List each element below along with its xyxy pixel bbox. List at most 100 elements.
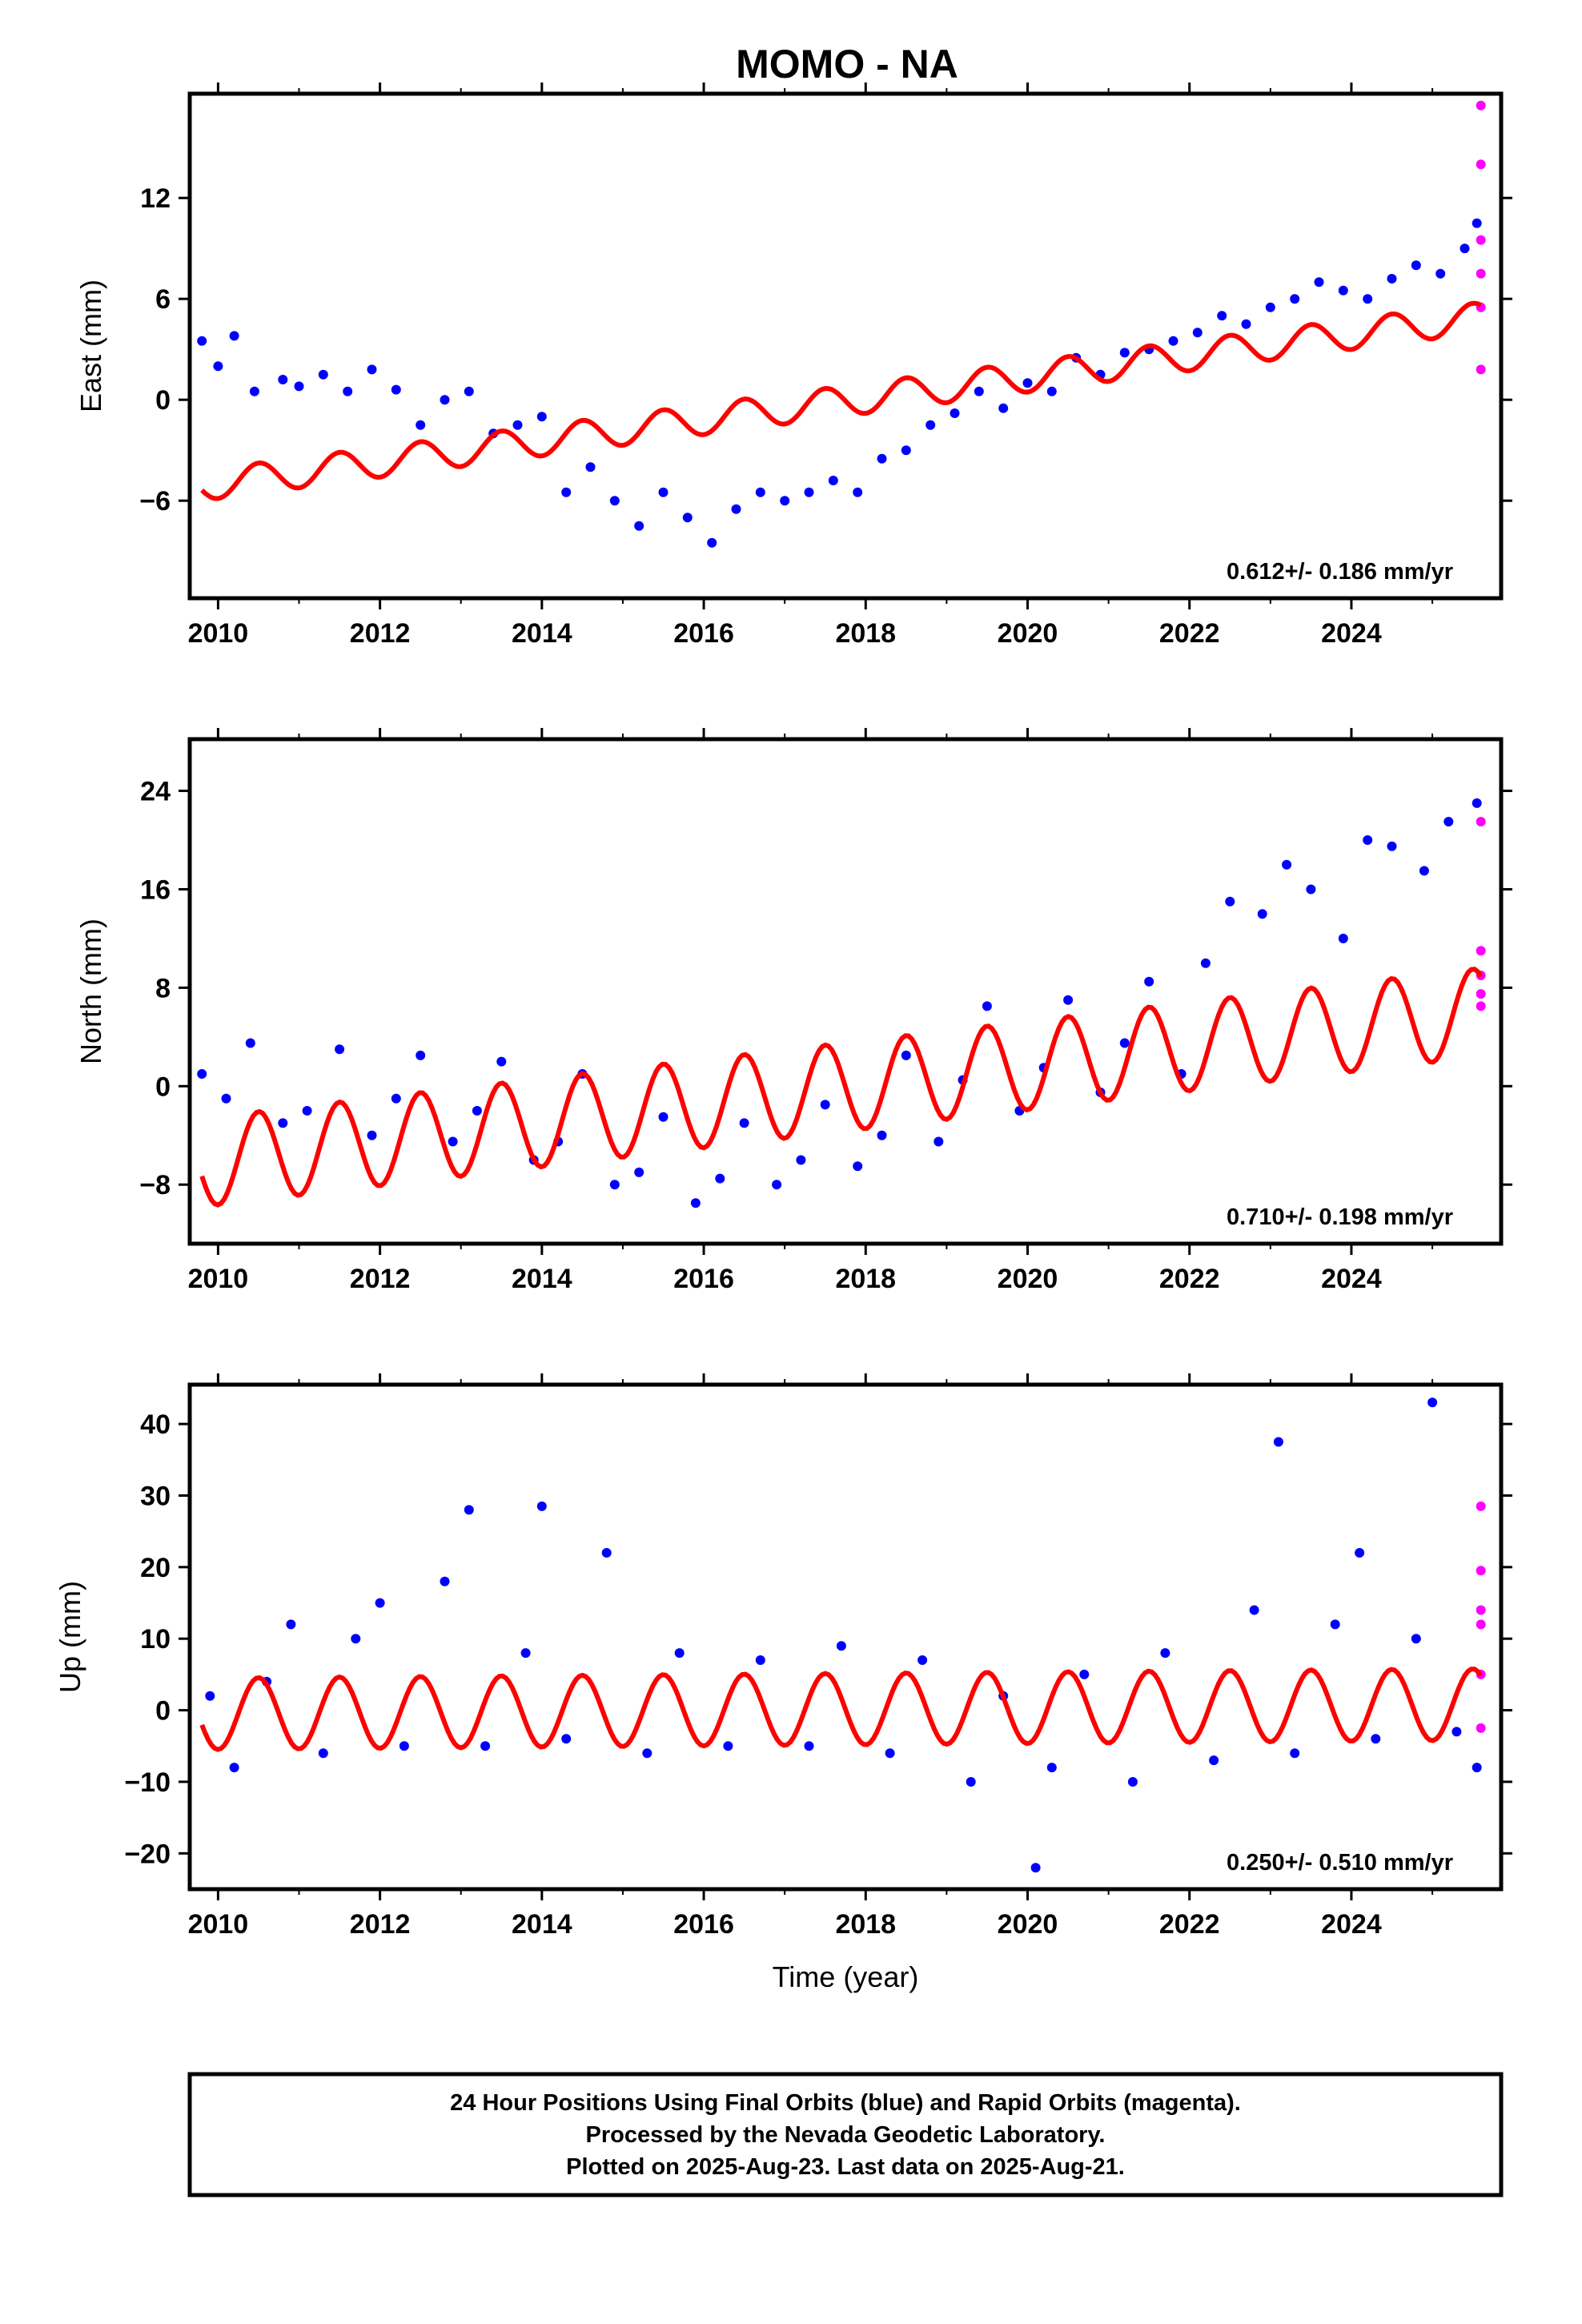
data-point xyxy=(731,504,741,514)
y-axis-label: North (mm) xyxy=(74,919,107,1064)
data-point xyxy=(318,369,328,380)
data-point xyxy=(367,364,377,375)
data-point xyxy=(536,1501,547,1511)
data-point xyxy=(399,1741,409,1751)
x-tick-label: 2024 xyxy=(1321,1909,1382,1940)
data-point xyxy=(391,384,401,395)
y-tick-label: −6 xyxy=(139,486,171,517)
x-tick-label: 2012 xyxy=(350,1264,411,1294)
data-point xyxy=(1476,1001,1486,1011)
data-point xyxy=(1217,311,1227,321)
series-2 xyxy=(1476,817,1486,1011)
data-point xyxy=(853,1161,863,1172)
data-point xyxy=(464,1505,474,1515)
data-point xyxy=(1306,884,1316,895)
x-axis-label: Time (year) xyxy=(773,1960,919,1993)
data-point xyxy=(1119,1038,1130,1048)
data-point xyxy=(1476,1605,1486,1615)
data-point xyxy=(1387,841,1397,851)
x-tick-label: 2014 xyxy=(512,618,572,649)
panel-2: 2010 2012 2014 2016 2018 2020 2022 2024 −8 0 8 16 24… xyxy=(74,728,1512,1294)
y-axis-label: Up (mm) xyxy=(54,1581,86,1693)
data-point xyxy=(1249,1605,1259,1615)
plot-frame xyxy=(187,91,1504,601)
data-point xyxy=(294,381,304,392)
data-point xyxy=(472,1106,482,1116)
data-point xyxy=(690,1198,701,1208)
x-tick-label: 2014 xyxy=(512,1264,572,1294)
data-point xyxy=(1282,859,1292,870)
x-tick-label: 2020 xyxy=(998,1264,1058,1294)
x-tick-label: 2016 xyxy=(673,1909,734,1940)
y-tick-label: 24 xyxy=(140,777,171,807)
data-point xyxy=(780,496,790,506)
panel-1: 2010 2012 2014 2016 2018 2020 2022 2024 −6 0 6 12 Ea… xyxy=(74,82,1512,649)
data-point xyxy=(1363,294,1373,304)
data-point xyxy=(836,1641,846,1651)
data-point xyxy=(755,1655,765,1665)
plot-frame xyxy=(187,1382,1504,1892)
data-point xyxy=(335,1044,345,1055)
y-tick-label: 16 xyxy=(140,875,171,905)
data-point xyxy=(1476,268,1486,279)
y-axis-label: East (mm) xyxy=(74,279,107,412)
data-point xyxy=(197,1069,207,1079)
data-point xyxy=(634,1167,644,1177)
data-point xyxy=(1063,995,1074,1005)
data-point xyxy=(1119,348,1130,358)
data-point xyxy=(1160,1648,1170,1659)
data-point xyxy=(464,386,474,396)
data-point xyxy=(950,408,960,418)
y-tick-label: 8 xyxy=(155,973,171,1003)
data-point xyxy=(682,513,693,523)
x-tick-label: 2012 xyxy=(350,1909,411,1940)
data-point xyxy=(901,1050,911,1060)
data-point xyxy=(1387,274,1397,283)
series-1 xyxy=(205,1397,1482,1873)
data-point xyxy=(1476,1566,1486,1576)
data-point xyxy=(1476,1619,1486,1630)
panel-3: 2010 2012 2014 2016 2018 2020 2022 2024 −20 −10 0 1… xyxy=(54,1373,1512,1993)
x-tick-label: 2018 xyxy=(835,618,896,649)
data-point xyxy=(561,487,572,497)
x-tick-label: 2018 xyxy=(835,1909,896,1940)
data-point xyxy=(982,1001,992,1011)
data-point xyxy=(318,1748,328,1759)
data-point xyxy=(1476,364,1486,375)
data-point xyxy=(1476,159,1486,170)
data-point xyxy=(1168,336,1178,346)
data-point xyxy=(1338,933,1348,943)
data-point xyxy=(1330,1619,1340,1630)
model-curve xyxy=(200,300,1482,501)
data-point xyxy=(609,496,620,506)
data-point xyxy=(1427,1397,1438,1408)
y-tick-label: 0 xyxy=(155,1072,171,1102)
data-point xyxy=(1476,1723,1486,1733)
data-point xyxy=(1472,218,1482,228)
data-point xyxy=(1411,260,1421,271)
data-point xyxy=(1290,1748,1300,1759)
data-point xyxy=(391,1093,401,1104)
series-2 xyxy=(1476,1501,1486,1733)
data-point xyxy=(416,1050,426,1060)
data-point xyxy=(278,1118,288,1128)
data-point xyxy=(1460,243,1470,254)
data-point xyxy=(302,1106,312,1116)
series-2 xyxy=(1476,100,1486,375)
data-point xyxy=(512,420,523,430)
rate-label: 0.612+/- 0.186 mm/yr xyxy=(1227,559,1453,585)
data-point xyxy=(1476,989,1486,999)
x-tick-label: 2022 xyxy=(1159,618,1220,649)
x-tick-label: 2018 xyxy=(835,1264,896,1294)
series-1 xyxy=(197,798,1482,1208)
y-tick-label: 40 xyxy=(140,1409,171,1440)
data-point xyxy=(739,1118,749,1128)
y-tick-label: 0 xyxy=(155,385,171,416)
model-curve xyxy=(199,967,1484,1208)
data-point xyxy=(1079,1669,1090,1679)
rate-label: 0.250+/- 0.510 mm/yr xyxy=(1227,1850,1453,1876)
data-point xyxy=(1192,328,1203,338)
data-point xyxy=(1144,976,1154,987)
data-point xyxy=(205,1691,215,1701)
data-point xyxy=(496,1056,507,1067)
